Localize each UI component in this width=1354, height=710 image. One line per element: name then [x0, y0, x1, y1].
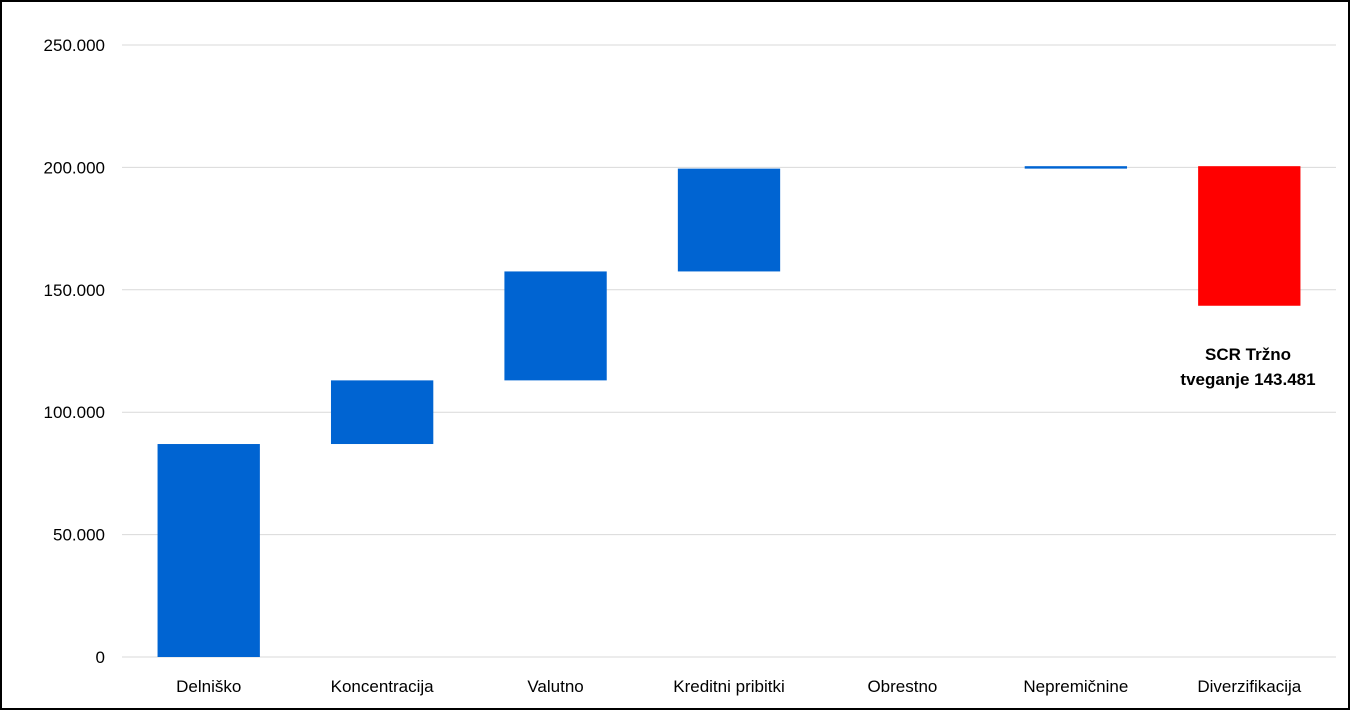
x-tick-label: Nepremičnine [1023, 677, 1128, 696]
y-tick-label: 100.000 [44, 403, 105, 422]
bar-4 [677, 168, 781, 272]
x-tick-label: Obrestno [867, 677, 937, 696]
y-tick-label: 200.000 [44, 158, 105, 177]
annotation-line-2: tveganje 143.481 [1180, 370, 1315, 389]
y-tick-label: 50.000 [53, 526, 105, 545]
y-axis-ticks: 0 50.000 100.000 150.000 200.000 250.000 [44, 36, 105, 667]
annotation-line-1: SCR Tržno [1205, 345, 1291, 364]
bars [157, 166, 1301, 657]
y-tick-label: 150.000 [44, 281, 105, 300]
x-tick-label: Valutno [527, 677, 583, 696]
bar-6 [1024, 166, 1128, 169]
y-tick-label: 250.000 [44, 36, 105, 55]
gridlines [122, 44, 1336, 658]
bar-2 [330, 380, 434, 445]
x-axis-ticks: Delniško Koncentracija Valutno Kreditni pri… [176, 677, 1302, 696]
x-tick-label: Delniško [176, 677, 241, 696]
x-tick-label: Kreditni pribitki [673, 677, 785, 696]
x-tick-label: Diverzifikacija [1197, 677, 1301, 696]
bar-3 [504, 271, 607, 381]
bar-1 [157, 444, 260, 657]
bar-7 [1198, 166, 1301, 306]
x-tick-label: Koncentracija [331, 677, 435, 696]
y-tick-label: 0 [96, 648, 105, 667]
